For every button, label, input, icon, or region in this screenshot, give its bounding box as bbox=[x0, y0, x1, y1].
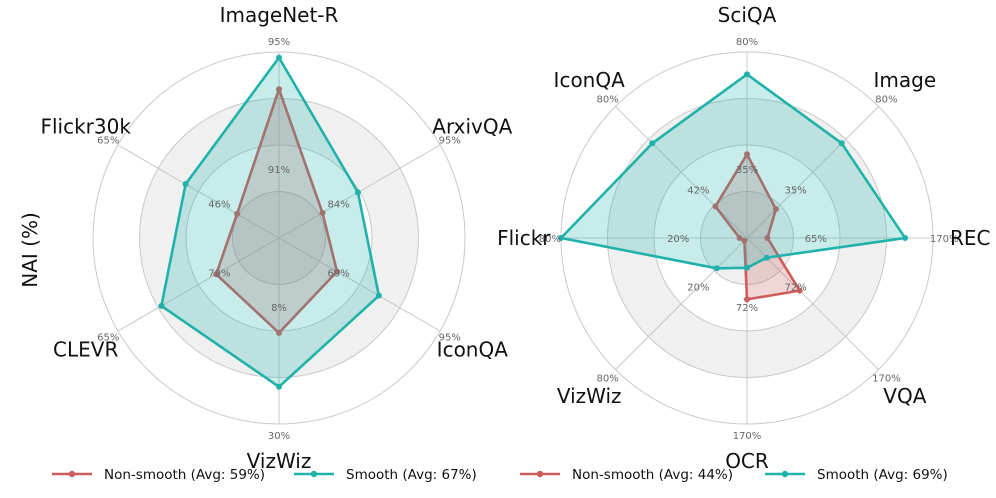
point-smooth-ocr bbox=[744, 264, 750, 271]
axis-label-rec: REC bbox=[950, 226, 991, 250]
axis-label-flickr30k: Flickr30k bbox=[40, 114, 131, 138]
inner-tick-vizwiz: 8% bbox=[271, 303, 287, 314]
legend-left: Non-smooth (Avg: 59%) Smooth (Avg: 67%) bbox=[52, 467, 477, 483]
point-non-smooth-image bbox=[772, 206, 779, 213]
inner-tick-rec: 65% bbox=[805, 234, 827, 245]
axis-label-sciqa: SciQA bbox=[718, 3, 777, 27]
axis-label-iconqa: IconQA bbox=[437, 338, 509, 362]
legend-marker-smooth bbox=[781, 470, 789, 478]
point-non-smooth-imagenet-r bbox=[276, 86, 282, 93]
axis-label-arxivqa: ArxivQA bbox=[432, 114, 512, 138]
inner-tick-vqa: 72% bbox=[785, 283, 807, 294]
inner-tick-flickr30k: 46% bbox=[208, 200, 230, 211]
axis-label-ocr: OCR bbox=[725, 449, 769, 473]
inner-tick-arxivqa: 84% bbox=[327, 200, 349, 211]
point-smooth-vqa bbox=[763, 254, 770, 261]
axis-label-vizwiz: VizWiz bbox=[247, 449, 312, 473]
point-smooth-flickr bbox=[558, 235, 564, 241]
max-tick-imagenet-r: 95% bbox=[268, 37, 290, 48]
max-tick-vizwiz: 30% bbox=[268, 431, 290, 442]
axis-label-vqa: VQA bbox=[883, 384, 926, 408]
inner-tick-imagenet-r: 91% bbox=[268, 165, 290, 176]
axis-label-imagenet-r: ImageNet-R bbox=[220, 3, 339, 27]
legend-text-non-smooth: Non-smooth (Avg: 59%) bbox=[104, 467, 265, 483]
legend-marker-non-smooth bbox=[68, 470, 76, 478]
spoke-flickr30k bbox=[117, 144, 280, 239]
max-tick-flickr: 80% bbox=[539, 234, 561, 245]
max-tick-arxivqa: 95% bbox=[439, 135, 461, 146]
point-non-smooth-arxivqa bbox=[319, 209, 326, 216]
point-non-smooth-vizwiz bbox=[276, 329, 282, 336]
spoke-iconqa bbox=[615, 106, 748, 239]
inner-tick-vizwiz: 20% bbox=[687, 283, 709, 294]
spoke-clevr bbox=[117, 237, 280, 332]
point-non-smooth-rec bbox=[764, 235, 771, 241]
point-smooth-arxivqa bbox=[354, 189, 361, 196]
inner-tick-iconqa: 42% bbox=[687, 185, 709, 196]
point-smooth-sciqa bbox=[744, 71, 750, 78]
point-smooth-iconqa bbox=[375, 292, 382, 299]
point-smooth-vizwiz bbox=[276, 383, 282, 390]
inner-tick-clevr: 79% bbox=[208, 268, 230, 279]
series-area-smooth bbox=[561, 74, 906, 269]
legend-marker-non-smooth bbox=[536, 470, 544, 478]
series-area-smooth bbox=[161, 57, 379, 387]
max-tick-sciqa: 80% bbox=[736, 37, 758, 48]
spoke-vqa bbox=[746, 237, 879, 370]
axis-label-image: Image bbox=[874, 68, 937, 92]
inner-tick-sciqa: 35% bbox=[736, 165, 758, 176]
spoke-image bbox=[746, 106, 879, 239]
point-smooth-flickr30k bbox=[182, 181, 189, 188]
spoke-vizwiz bbox=[615, 237, 748, 370]
axis-label-iconqa: IconQA bbox=[554, 68, 626, 92]
max-tick-image: 80% bbox=[875, 95, 897, 106]
max-tick-rec: 170% bbox=[930, 234, 959, 245]
radar-chart-left: 91%95%ImageNet-R84%95%ArxivQA69%95%IconQ… bbox=[40, 3, 512, 473]
max-tick-vizwiz: 80% bbox=[596, 373, 618, 384]
axis-label-flickr: Flickr bbox=[497, 226, 551, 250]
max-tick-flickr30k: 65% bbox=[97, 135, 119, 146]
legend-text-smooth: Smooth (Avg: 69%) bbox=[817, 467, 948, 483]
legend-text-non-smooth: Non-smooth (Avg: 44%) bbox=[572, 467, 733, 483]
inner-tick-flickr: 20% bbox=[667, 234, 689, 245]
point-non-smooth-flickr30k bbox=[234, 210, 241, 217]
series-area-non-smooth bbox=[715, 154, 800, 300]
point-non-smooth-sciqa bbox=[744, 151, 750, 158]
series-area-non-smooth bbox=[216, 89, 337, 333]
axis-label-vizwiz: VizWiz bbox=[557, 384, 622, 408]
point-non-smooth-iconqa bbox=[333, 268, 340, 275]
max-tick-iconqa: 80% bbox=[596, 95, 618, 106]
point-smooth-rec bbox=[902, 235, 909, 241]
point-smooth-vizwiz bbox=[713, 265, 720, 272]
axis-label-clevr: CLEVR bbox=[53, 338, 118, 362]
point-smooth-iconqa bbox=[649, 140, 656, 147]
y-axis-label: NAI (%) bbox=[18, 212, 42, 288]
point-non-smooth-vqa bbox=[796, 287, 803, 294]
inner-tick-ocr: 72% bbox=[736, 303, 758, 314]
point-non-smooth-ocr bbox=[744, 296, 750, 303]
point-non-smooth-flickr bbox=[736, 235, 743, 241]
legend-right: Non-smooth (Avg: 44%) Smooth (Avg: 69%) bbox=[520, 467, 948, 483]
max-tick-iconqa: 95% bbox=[439, 333, 461, 344]
point-non-smooth-vizwiz bbox=[741, 237, 748, 244]
max-tick-vqa: 170% bbox=[872, 373, 901, 384]
point-smooth-imagenet-r bbox=[276, 54, 282, 61]
inner-tick-image: 35% bbox=[785, 185, 807, 196]
max-tick-ocr: 170% bbox=[733, 431, 762, 442]
legend-text-smooth: Smooth (Avg: 67%) bbox=[346, 467, 477, 483]
point-non-smooth-iconqa bbox=[712, 203, 719, 210]
point-smooth-image bbox=[838, 140, 845, 147]
max-tick-clevr: 65% bbox=[97, 333, 119, 344]
point-smooth-clevr bbox=[158, 302, 165, 309]
legend-marker-smooth bbox=[310, 470, 318, 478]
spoke-iconqa bbox=[278, 237, 441, 332]
point-non-smooth-clevr bbox=[213, 271, 220, 278]
inner-tick-iconqa: 69% bbox=[327, 268, 349, 279]
